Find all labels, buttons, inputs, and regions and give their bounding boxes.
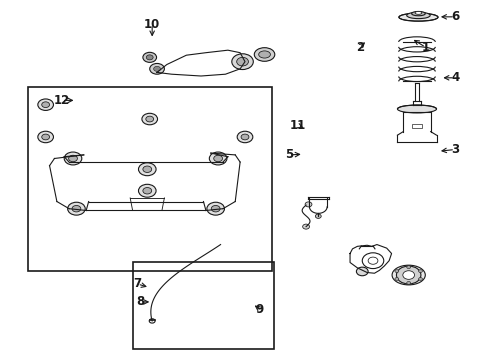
Ellipse shape <box>397 105 437 113</box>
Circle shape <box>154 66 160 71</box>
Text: 11: 11 <box>290 119 306 132</box>
Circle shape <box>356 267 368 276</box>
Circle shape <box>42 102 49 108</box>
Ellipse shape <box>412 12 425 16</box>
Circle shape <box>139 184 156 197</box>
Circle shape <box>143 188 152 194</box>
Circle shape <box>418 270 422 273</box>
Circle shape <box>147 55 153 60</box>
Bar <box>133 262 274 348</box>
Circle shape <box>232 54 253 69</box>
Text: 7: 7 <box>133 278 142 291</box>
Circle shape <box>395 270 399 273</box>
Text: 1: 1 <box>422 41 430 54</box>
Circle shape <box>214 155 222 162</box>
Circle shape <box>303 224 310 229</box>
Circle shape <box>209 152 227 165</box>
Text: 4: 4 <box>451 71 459 84</box>
Circle shape <box>38 99 53 111</box>
Circle shape <box>305 202 312 207</box>
Circle shape <box>146 116 154 122</box>
Ellipse shape <box>254 48 275 61</box>
Text: 5: 5 <box>285 148 293 161</box>
Circle shape <box>72 206 81 212</box>
Text: 3: 3 <box>451 143 459 156</box>
Circle shape <box>143 166 152 172</box>
Circle shape <box>241 134 249 140</box>
Text: 9: 9 <box>255 303 264 316</box>
Circle shape <box>395 278 399 280</box>
Circle shape <box>316 214 321 219</box>
Ellipse shape <box>407 12 430 19</box>
Circle shape <box>211 206 220 212</box>
Circle shape <box>396 266 421 284</box>
Circle shape <box>407 266 411 269</box>
Ellipse shape <box>399 13 438 21</box>
Circle shape <box>42 134 49 140</box>
Circle shape <box>69 155 77 162</box>
Circle shape <box>64 152 82 165</box>
Bar <box>27 87 272 271</box>
Circle shape <box>407 282 411 284</box>
Circle shape <box>150 63 164 74</box>
Text: 2: 2 <box>356 41 364 54</box>
Circle shape <box>38 131 53 143</box>
Text: 8: 8 <box>136 296 144 309</box>
Circle shape <box>139 163 156 176</box>
Text: 10: 10 <box>144 18 160 31</box>
Text: 12: 12 <box>53 94 70 107</box>
Circle shape <box>68 202 85 215</box>
Ellipse shape <box>415 12 422 14</box>
Ellipse shape <box>392 265 425 285</box>
Text: 6: 6 <box>451 10 459 23</box>
Ellipse shape <box>259 51 270 58</box>
Circle shape <box>237 57 248 66</box>
Circle shape <box>403 271 415 279</box>
Circle shape <box>237 131 253 143</box>
Circle shape <box>142 113 158 125</box>
Bar <box>412 124 422 128</box>
Circle shape <box>207 202 224 215</box>
Circle shape <box>418 278 422 280</box>
Circle shape <box>143 52 157 62</box>
